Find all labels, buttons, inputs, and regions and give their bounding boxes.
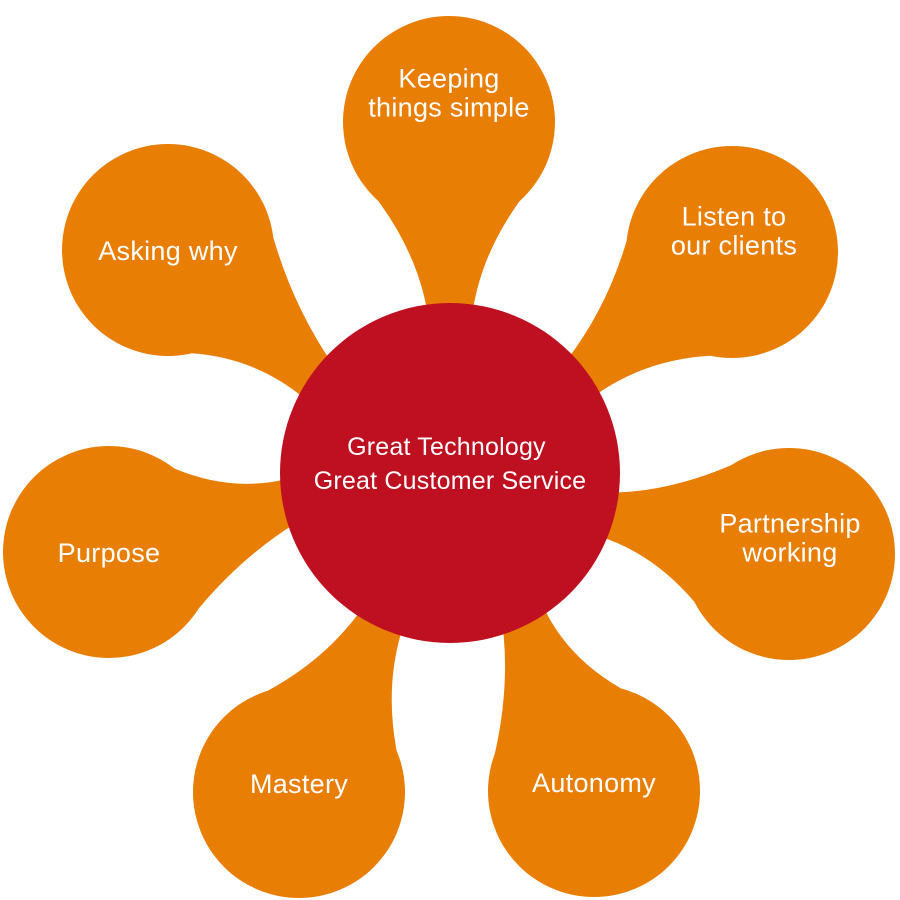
petal-circle	[683, 448, 895, 660]
petal-label-line-1: Partnership	[719, 509, 860, 539]
petal-partnership-working: Partnership working	[599, 448, 895, 660]
petal-label: Autonomy	[532, 768, 656, 798]
petal-circle	[62, 144, 274, 356]
petal-label-line-1: Mastery	[250, 769, 348, 799]
center-label-line-2: Great Customer Service	[314, 467, 587, 495]
petal-listen-to-our-clients: Listen to our clients	[566, 146, 838, 397]
petal-label-line-1: Autonomy	[532, 768, 656, 798]
petal-label-line-1: Purpose	[58, 538, 161, 568]
petal-label: Partnership working	[719, 509, 860, 568]
center-label: Great Technology Great Customer Service	[314, 433, 587, 495]
petal-label: Keeping things simple	[368, 64, 529, 123]
petal-label-line-1: Listen to	[682, 202, 787, 232]
center-circle	[280, 303, 620, 643]
center-label-line-1: Great Technology	[347, 433, 546, 461]
petal-label: Purpose	[58, 538, 161, 568]
petal-asking-why: Asking why	[62, 144, 332, 400]
petal-circle	[193, 686, 405, 898]
petal-label-line-1: Asking why	[98, 236, 238, 266]
center-node: Great Technology Great Customer Service	[280, 303, 620, 643]
petal-label-line-2: working	[741, 538, 837, 568]
petal-circle	[488, 685, 700, 897]
petal-stem	[191, 237, 332, 400]
petal-stem	[378, 200, 520, 313]
petal-mastery: Mastery	[193, 608, 405, 898]
petal-autonomy: Autonomy	[488, 605, 700, 897]
petal-label-line-1: Keeping	[398, 64, 499, 94]
petal-label-line-2: things simple	[368, 93, 529, 123]
petal-keeping-things-simple: Keeping things simple	[343, 16, 555, 313]
petal-label-line-2: our clients	[671, 231, 797, 261]
petal-circle	[626, 146, 838, 358]
petal-circle	[343, 16, 555, 228]
petal-label: Mastery	[250, 769, 348, 799]
petals-layer: Keeping things simple Listen to our clients…	[3, 16, 895, 898]
petal-label: Asking why	[98, 236, 238, 266]
petal-label: Listen to our clients	[671, 202, 797, 261]
petal-circle	[3, 446, 215, 658]
petal-purpose: Purpose	[3, 446, 296, 658]
petal-stem	[566, 240, 710, 397]
